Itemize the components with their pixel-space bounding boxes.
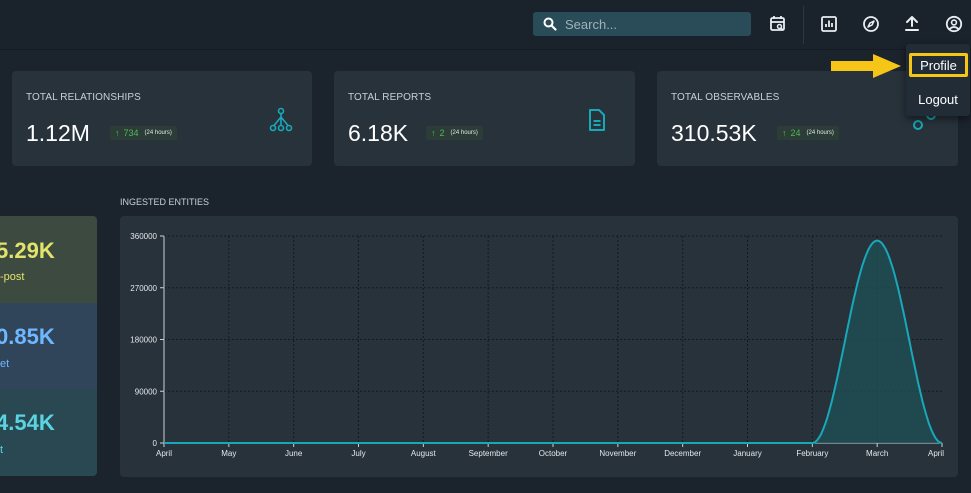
- y-tick-label: 180000: [130, 336, 157, 345]
- chart-title: INGESTED ENTITIES: [120, 197, 210, 207]
- x-tick-label: February: [796, 449, 828, 458]
- logout-menu-item[interactable]: Logout: [918, 91, 958, 107]
- card-label: TOTAL REPORTS: [348, 92, 432, 103]
- bar-chart-icon[interactable]: [818, 13, 840, 35]
- card-value: 6.18K: [348, 120, 409, 146]
- card-total-reports: TOTAL REPORTS 6.18K ↑ 2 (24 hours): [334, 71, 635, 166]
- y-tick-label: 0: [153, 439, 158, 448]
- calendar-search-icon[interactable]: [767, 13, 789, 35]
- search-icon: [543, 17, 557, 31]
- x-tick-label: January: [733, 449, 761, 458]
- arrow-up-icon: ↑: [115, 128, 120, 138]
- upload-icon[interactable]: [901, 13, 923, 35]
- search-box[interactable]: [533, 12, 751, 36]
- document-icon: [583, 106, 611, 134]
- delta-count: 24: [790, 128, 801, 138]
- card-total-relationships: TOTAL RELATIONSHIPS 1.12M ↑ 734 (24 hour…: [12, 71, 312, 166]
- x-tick-label: June: [285, 449, 303, 458]
- y-tick-label: 270000: [130, 284, 157, 293]
- left-stat-value: 5.29K: [0, 238, 55, 263]
- profile-menu-item[interactable]: Profile: [909, 53, 968, 77]
- x-tick-label: July: [351, 449, 365, 458]
- relationships-icon: [267, 106, 295, 134]
- toolbar-divider: [803, 6, 804, 44]
- delta-period: (24 hours): [806, 130, 834, 136]
- y-tick-label: 360000: [130, 232, 157, 241]
- left-stat-label: et: [0, 358, 10, 370]
- x-tick-label: September: [469, 449, 508, 458]
- x-tick-label: November: [599, 449, 636, 458]
- card-delta: ↑ 734 (24 hours): [110, 126, 177, 140]
- delta-count: 734: [123, 128, 139, 138]
- user-menu: Profile Logout: [906, 44, 970, 116]
- highlight-arrow-icon: [831, 54, 901, 78]
- left-stat-label: t: [0, 444, 4, 456]
- user-circle-icon[interactable]: [943, 13, 965, 35]
- left-stat-2: 0.85K et: [0, 303, 97, 390]
- left-stat-label: -post: [0, 271, 25, 283]
- card-label: TOTAL OBSERVABLES: [671, 92, 780, 103]
- x-tick-label: December: [664, 449, 701, 458]
- arrow-up-icon: ↑: [782, 128, 787, 138]
- card-label: TOTAL RELATIONSHIPS: [26, 92, 141, 103]
- left-stat-3: 4.54K t: [0, 390, 97, 476]
- x-tick-label: April: [156, 449, 172, 458]
- y-tick-label: 90000: [135, 387, 158, 396]
- card-value: 1.12M: [26, 120, 90, 146]
- card-delta: ↑ 2 (24 hours): [426, 126, 483, 140]
- x-tick-label: May: [221, 449, 236, 458]
- arrow-up-icon: ↑: [431, 128, 436, 138]
- delta-period: (24 hours): [144, 130, 172, 136]
- left-stat-value: 4.54K: [0, 410, 55, 435]
- compass-icon[interactable]: [860, 13, 882, 35]
- left-stat-1: 5.29K -post: [0, 216, 97, 303]
- left-stat-value: 0.85K: [0, 324, 55, 349]
- x-tick-label: April: [928, 449, 944, 458]
- left-stats-panel: 5.29K -post 0.85K et 4.54K t: [0, 216, 97, 476]
- ingested-entities-chart: 0 90000 180000 270000 360000 April May June July…: [120, 216, 958, 477]
- x-tick-label: August: [411, 449, 437, 458]
- chart-svg: 0 90000 180000 270000 360000 April May June July…: [130, 232, 944, 458]
- search-input[interactable]: [565, 16, 735, 32]
- card-value: 310.53K: [671, 120, 757, 146]
- x-tick-label: October: [539, 449, 568, 458]
- top-bar: [0, 0, 971, 50]
- delta-count: 2: [439, 128, 445, 138]
- delta-period: (24 hours): [450, 130, 478, 136]
- x-tick-label: March: [866, 449, 888, 458]
- card-delta: ↑ 24 (24 hours): [777, 126, 839, 140]
